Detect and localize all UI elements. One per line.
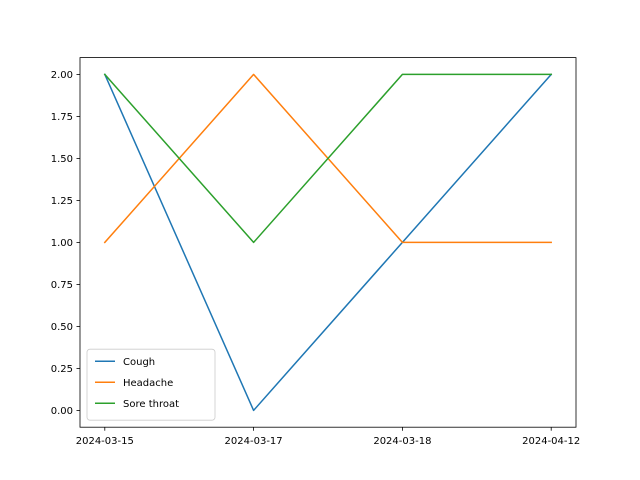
series-layer (103, 73, 553, 412)
x-tick-label: 2024-03-15 (76, 436, 134, 447)
legend-label-sore-throat: Sore throat (123, 399, 179, 410)
x-tick-label: 2024-03-17 (225, 436, 283, 447)
y-tick-label: 1.00 (51, 238, 73, 249)
legend-label-cough: Cough (123, 357, 155, 368)
y-tick-label: 1.25 (51, 196, 73, 207)
y-tick-label: 0.75 (51, 280, 73, 291)
y-tick-label: 1.75 (51, 112, 73, 123)
y-tick-label: 1.50 (51, 154, 73, 165)
x-axis: 2024-03-15 2024-03-17 2024-03-18 2024-04-12 (76, 427, 580, 447)
legend: Cough Headache Sore throat (86, 348, 216, 421)
y-tick-label: 0.00 (51, 406, 73, 417)
y-tick-label: 0.25 (51, 364, 73, 375)
legend-box (86, 348, 216, 421)
x-tick-label: 2024-03-18 (373, 436, 431, 447)
series-line-sore-throat (103, 73, 552, 244)
y-tick-label: 2.00 (51, 70, 73, 81)
y-tick-label: 0.50 (51, 322, 73, 333)
series-line-cough (103, 73, 553, 412)
x-tick-label: 2024-04-12 (522, 436, 580, 447)
y-axis: 0.00 0.25 0.50 0.75 1.00 1.25 1.50 1.75 2.00 (51, 70, 80, 417)
legend-label-headache: Headache (123, 378, 173, 389)
